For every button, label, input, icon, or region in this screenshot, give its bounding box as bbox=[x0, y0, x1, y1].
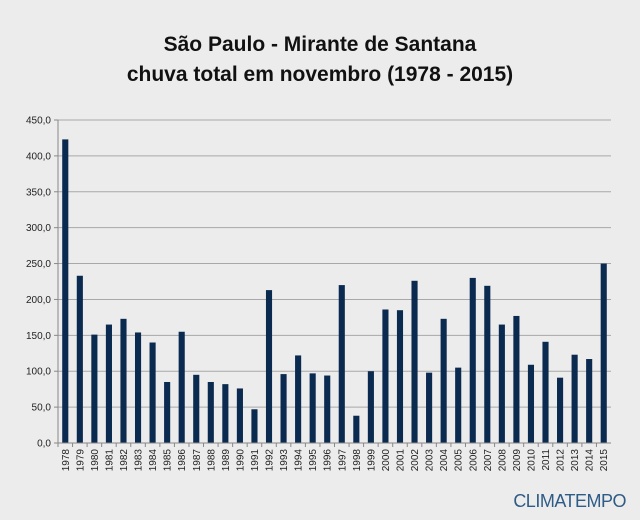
y-tick-label: 250,0 bbox=[26, 259, 51, 270]
chart-title: São Paulo - Mirante de Santana bbox=[163, 33, 477, 56]
x-tick-label-1987: 1987 bbox=[192, 449, 203, 472]
y-tick-label: 150,0 bbox=[26, 331, 51, 342]
x-tick-label-1990: 1990 bbox=[235, 449, 246, 472]
bar-1978 bbox=[62, 139, 69, 443]
x-tick-label-2011: 2011 bbox=[541, 449, 552, 471]
y-tick-label: 100,0 bbox=[26, 367, 51, 378]
bar-1993 bbox=[280, 374, 287, 443]
x-tick-label-2013: 2013 bbox=[570, 449, 581, 472]
bar-2004 bbox=[440, 318, 447, 443]
bar-1998 bbox=[353, 415, 360, 443]
x-tick-label-1995: 1995 bbox=[308, 449, 319, 472]
x-tick-label-1985: 1985 bbox=[163, 449, 174, 472]
x-tick-labels: 1978 1979 1980 1981 1982 1983 1984 1985 1986 1987… bbox=[61, 449, 610, 472]
bar-1988 bbox=[207, 381, 214, 443]
x-tick-label-1986: 1986 bbox=[177, 449, 188, 472]
bar-1990 bbox=[236, 388, 243, 443]
bar-1982 bbox=[120, 318, 127, 443]
bar-1983 bbox=[134, 332, 142, 443]
x-tick-label-1981: 1981 bbox=[104, 449, 115, 472]
bar-1981 bbox=[105, 324, 112, 443]
bar-2000 bbox=[382, 309, 389, 443]
bar-1980 bbox=[91, 334, 98, 443]
bar-2008 bbox=[498, 324, 505, 443]
y-tick-label: 300,0 bbox=[26, 223, 51, 234]
x-tick-label-2002: 2002 bbox=[410, 449, 421, 472]
x-tick-label-1994: 1994 bbox=[294, 449, 305, 472]
x-tick-label-2014: 2014 bbox=[585, 449, 596, 472]
x-tick-label-2009: 2009 bbox=[512, 449, 523, 472]
x-tick-label-1982: 1982 bbox=[119, 449, 130, 472]
x-tick-label-1998: 1998 bbox=[352, 449, 363, 472]
bars bbox=[62, 139, 607, 443]
y-tick-label: 200,0 bbox=[26, 295, 51, 306]
bar-1986 bbox=[178, 331, 185, 443]
axes bbox=[54, 119, 611, 447]
x-tick-label-1989: 1989 bbox=[221, 449, 232, 472]
bar-1979 bbox=[76, 275, 83, 443]
bar-2005 bbox=[455, 367, 462, 443]
y-tick-label: 0,0 bbox=[37, 439, 51, 450]
x-tick-label-2000: 2000 bbox=[381, 449, 392, 472]
x-tick-label-1999: 1999 bbox=[366, 449, 377, 472]
x-tick-label-2005: 2005 bbox=[454, 449, 465, 472]
x-tick-label-2008: 2008 bbox=[497, 449, 508, 472]
x-tick-label-2004: 2004 bbox=[439, 449, 450, 472]
bar-1995 bbox=[309, 373, 316, 443]
x-tick-label-1980: 1980 bbox=[90, 449, 101, 472]
x-tick-label-1988: 1988 bbox=[206, 449, 217, 472]
x-tick-label-2012: 2012 bbox=[556, 449, 567, 472]
bar-1996 bbox=[324, 375, 331, 443]
bar-1991 bbox=[251, 409, 258, 443]
bar-2006 bbox=[469, 277, 476, 443]
climatempo-logo: CLIMATEMPO bbox=[513, 491, 626, 511]
x-tick-label-2003: 2003 bbox=[425, 449, 436, 472]
y-tick-label: 450,0 bbox=[26, 116, 51, 127]
bar-1987 bbox=[193, 374, 200, 443]
bar-1985 bbox=[164, 381, 171, 443]
x-tick-label-2015: 2015 bbox=[599, 449, 610, 472]
x-tick-label-1992: 1992 bbox=[265, 449, 276, 472]
bar-2011 bbox=[542, 341, 549, 443]
x-tick-label-1993: 1993 bbox=[279, 449, 290, 472]
x-tick-label-2007: 2007 bbox=[483, 449, 494, 472]
bar-2002 bbox=[411, 280, 418, 443]
bar-1992 bbox=[265, 290, 273, 443]
x-tick-label-2001: 2001 bbox=[395, 449, 406, 472]
x-tick-label-2010: 2010 bbox=[526, 449, 537, 472]
bar-2015 bbox=[600, 263, 607, 443]
bar-2012 bbox=[557, 377, 564, 443]
bar-2013 bbox=[571, 354, 578, 443]
x-tick-label-1984: 1984 bbox=[148, 449, 159, 472]
x-tick-label-1997: 1997 bbox=[337, 449, 348, 472]
x-tick-label-2006: 2006 bbox=[468, 449, 479, 472]
bar-2003 bbox=[426, 372, 433, 443]
chart-subtitle: chuva total em novembro (1978 - 2015) bbox=[126, 63, 514, 86]
bar-2010 bbox=[527, 364, 535, 443]
bar-1994 bbox=[295, 355, 302, 443]
bar-2009 bbox=[513, 315, 520, 443]
bar-1989 bbox=[222, 384, 229, 443]
bar-2007 bbox=[484, 285, 491, 443]
y-tick-label: 350,0 bbox=[26, 187, 51, 198]
x-tick-label-1979: 1979 bbox=[75, 449, 86, 472]
bar-2001 bbox=[396, 310, 404, 443]
x-tick-label-1978: 1978 bbox=[61, 449, 72, 472]
bar-1997 bbox=[338, 285, 345, 443]
bar-2014 bbox=[586, 359, 593, 443]
x-tick-label-1996: 1996 bbox=[323, 449, 334, 472]
x-tick-label-1983: 1983 bbox=[134, 449, 145, 472]
y-tick-labels: 0,0 50,0 100,0 150,0 200,0 250,0 300,0 350,0 400… bbox=[26, 116, 51, 450]
bar-1999 bbox=[367, 371, 374, 443]
x-tick-label-1991: 1991 bbox=[250, 449, 261, 472]
bar-1984 bbox=[149, 342, 156, 443]
y-tick-label: 50,0 bbox=[32, 403, 52, 414]
y-tick-label: 400,0 bbox=[26, 151, 51, 162]
